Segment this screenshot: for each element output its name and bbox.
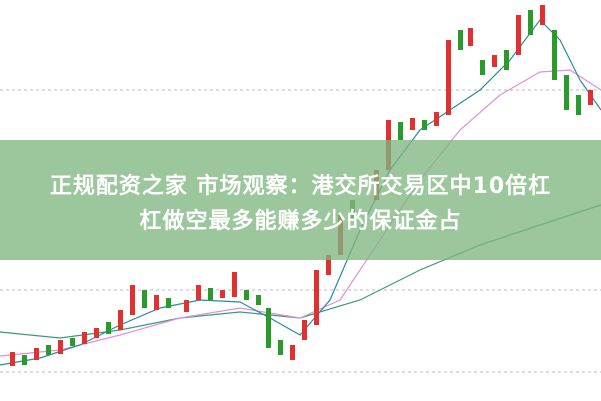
candle <box>540 5 545 25</box>
candle <box>468 28 473 46</box>
candle <box>552 30 557 80</box>
moving-average <box>0 69 601 357</box>
candle <box>70 338 75 346</box>
candle <box>46 345 51 355</box>
candle <box>564 75 569 110</box>
candle <box>278 340 283 355</box>
title-line: 正规配资之家 市场观察：港交所交易区中10倍杠 <box>49 174 552 199</box>
candle <box>492 55 497 67</box>
candle <box>576 95 581 115</box>
candle <box>422 120 427 130</box>
candle <box>244 290 249 300</box>
candle <box>398 122 403 140</box>
candle <box>302 320 307 340</box>
candle <box>410 118 415 130</box>
candle <box>266 308 271 348</box>
candle <box>256 295 261 305</box>
candle <box>106 322 111 334</box>
candle <box>22 355 27 365</box>
candle <box>130 285 135 315</box>
candle <box>220 290 225 298</box>
candle <box>58 340 63 354</box>
candle <box>166 298 171 308</box>
candle <box>504 50 509 70</box>
candle <box>142 290 147 308</box>
candle <box>528 10 533 35</box>
candle <box>154 295 159 310</box>
candle <box>326 255 331 275</box>
candles <box>10 5 593 366</box>
candle <box>10 352 15 366</box>
title-band <box>0 140 601 260</box>
candle <box>94 328 99 338</box>
candle <box>516 15 521 55</box>
candle <box>446 40 451 115</box>
title-line: 杠做空最多能赚多少的保证金占 <box>139 209 462 234</box>
candle <box>232 272 237 297</box>
candle <box>82 332 87 344</box>
candle <box>196 285 201 300</box>
candle <box>184 300 189 312</box>
candle <box>118 310 123 330</box>
candle <box>290 345 295 360</box>
candle <box>314 270 319 325</box>
candle <box>208 288 213 300</box>
candle <box>34 348 39 360</box>
moving-average <box>0 19 601 366</box>
candle <box>434 112 439 126</box>
candle <box>458 30 463 50</box>
candle <box>480 60 485 75</box>
candle <box>588 90 593 105</box>
